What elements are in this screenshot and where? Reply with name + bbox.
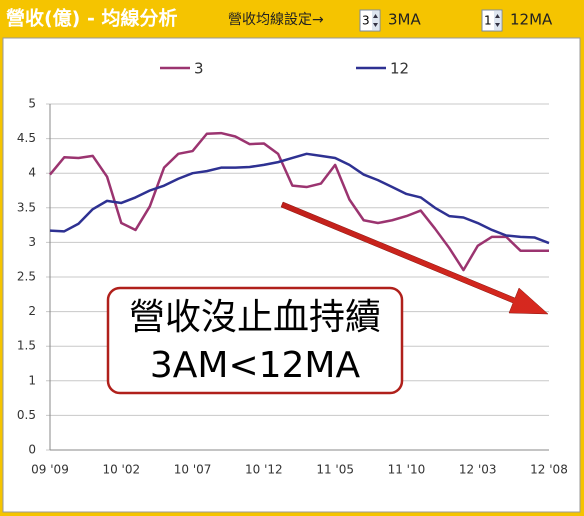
annotation-box [106, 286, 404, 395]
spinner[interactable]: 3 [359, 9, 381, 32]
x-tick-label: 12 '03 [459, 463, 497, 477]
spinner-value: 1 [484, 14, 492, 28]
y-tick-label: 1.5 [17, 339, 36, 353]
spinner-arrows [495, 14, 500, 27]
x-tick-label: 09 '09 [31, 463, 69, 477]
y-tick-label: 3 [28, 235, 36, 249]
y-tick-label: 3.5 [17, 200, 36, 214]
legend-label: 12 [390, 60, 409, 78]
annotation: 3AM<12MA [150, 345, 361, 386]
series-line [49, 152, 550, 245]
spinner-buttons[interactable] [372, 11, 379, 30]
y-tick-label: 4.5 [17, 131, 36, 145]
chart-panel [2, 37, 581, 513]
plot: 0 0.5 1 1.5 2 2.5 3 3.5 4 4.5 5 09 '09 10 '02 10 '07 1… [17, 60, 568, 477]
annotation: 營收沒止血持續 [129, 297, 381, 338]
spinner[interactable]: 1 [481, 9, 503, 32]
title: 營收(億) - 均線分析 [6, 7, 177, 30]
spinner-arrows [373, 14, 378, 27]
x-tick-label: 12 '08 [530, 463, 568, 477]
y-tick-label: 1 [28, 373, 36, 387]
spinner-value: 3 [362, 14, 370, 28]
series-line [49, 131, 549, 272]
spinner-buttons[interactable] [494, 11, 501, 30]
trend-arrow [280, 201, 549, 315]
y-tick-label: 2.5 [17, 270, 36, 284]
ma-label: 12MA [510, 11, 553, 29]
y-tick-label: 5 [28, 97, 36, 111]
y-tick-label: 0.5 [17, 408, 36, 422]
setting-label: 營收均線設定→ [228, 12, 324, 28]
y-tick-label: 2 [28, 304, 36, 318]
x-tick-label: 11 '05 [316, 463, 354, 477]
x-tick-label: 10 '02 [102, 463, 140, 477]
x-tick-label: 11 '10 [388, 463, 426, 477]
ma-label: 3MA [388, 11, 421, 29]
y-tick-label: 4 [28, 166, 36, 180]
legend-label: 3 [194, 60, 204, 78]
x-tick-label: 10 '07 [174, 463, 212, 477]
y-tick-label: 0 [28, 443, 36, 457]
x-tick-label: 10 '12 [245, 463, 283, 477]
